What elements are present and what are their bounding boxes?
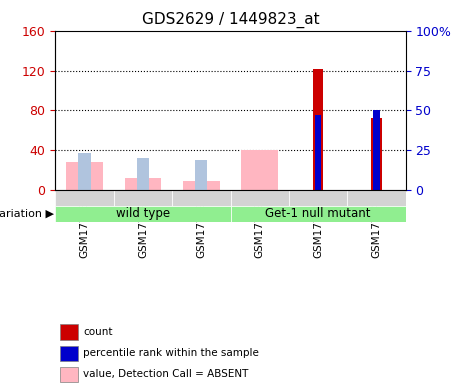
Bar: [124, 178, 161, 190]
Bar: [315, 115, 321, 190]
FancyBboxPatch shape: [172, 190, 230, 206]
Bar: [195, 160, 207, 190]
FancyBboxPatch shape: [347, 190, 406, 206]
FancyBboxPatch shape: [289, 190, 347, 206]
FancyBboxPatch shape: [230, 206, 406, 222]
Bar: [373, 110, 379, 190]
FancyBboxPatch shape: [114, 190, 172, 206]
Bar: [66, 162, 103, 190]
Bar: [78, 153, 91, 190]
FancyBboxPatch shape: [55, 206, 230, 222]
Text: count: count: [83, 327, 112, 337]
Text: wild type: wild type: [116, 207, 170, 220]
FancyBboxPatch shape: [55, 190, 114, 206]
Text: Get-1 null mutant: Get-1 null mutant: [266, 207, 371, 220]
Bar: [313, 69, 323, 190]
Text: genotype/variation ▶: genotype/variation ▶: [0, 209, 54, 219]
Text: percentile rank within the sample: percentile rank within the sample: [83, 348, 259, 358]
Bar: [241, 150, 278, 190]
FancyBboxPatch shape: [230, 190, 289, 206]
Title: GDS2629 / 1449823_at: GDS2629 / 1449823_at: [142, 12, 319, 28]
Text: value, Detection Call = ABSENT: value, Detection Call = ABSENT: [83, 369, 248, 379]
Bar: [137, 158, 149, 190]
Bar: [183, 181, 220, 190]
Bar: [372, 118, 382, 190]
